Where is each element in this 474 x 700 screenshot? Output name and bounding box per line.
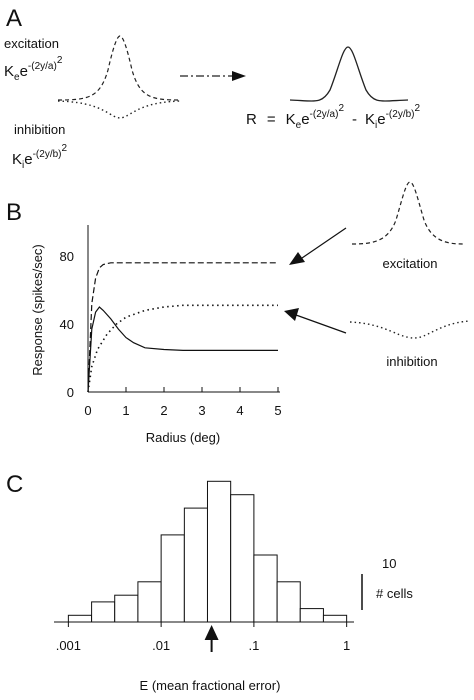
panel-b-series-inhibition xyxy=(87,304,278,393)
histogram-bar xyxy=(114,594,139,623)
panel-b-y-tick-label: 80 xyxy=(60,249,74,264)
panel-b-y-tick-label: 0 xyxy=(67,385,74,400)
histogram-bar xyxy=(137,581,162,623)
panel-a-inhibition-curve xyxy=(57,100,181,119)
panel-b-inhibition-inset-label: inhibition xyxy=(386,354,437,369)
histogram-bar xyxy=(91,601,116,623)
panel-c-scalebar-value: 10 xyxy=(382,556,396,571)
panel-b-x-tick-label: 1 xyxy=(122,403,129,418)
panel-c-histogram: E (mean fractional error) .001 .01 .1 1 xyxy=(54,480,354,693)
panel-c-marker-arrow xyxy=(204,625,219,640)
panel-c-letter: C xyxy=(6,471,23,498)
panel-b-excitation-inset-label: excitation xyxy=(383,256,438,271)
panel-c-x-tick-label: .01 xyxy=(152,638,170,653)
panel-b-x-tick-label: 0 xyxy=(84,403,91,418)
panel-a-excitation-curve xyxy=(57,35,181,101)
histogram-bar xyxy=(183,507,208,623)
histogram-bar xyxy=(322,614,348,623)
panel-a-excitation-formula: Kee-(2y/a)2 xyxy=(4,55,63,83)
panel-c-x-tick-label: .1 xyxy=(248,638,259,653)
histogram-bar xyxy=(299,608,324,623)
panel-b-inhibition-inset-curve xyxy=(349,320,471,339)
panel-b-x-axis-label: Radius (deg) xyxy=(146,430,220,445)
histogram-bar xyxy=(276,581,301,623)
panel-b-x-tick-label: 3 xyxy=(198,403,205,418)
panel-a-letter: A xyxy=(6,5,22,32)
panel-c-x-tick-label: 1 xyxy=(343,638,350,653)
panel-b-x-tick-label: 5 xyxy=(274,403,281,418)
panel-b-inhibition-arrow xyxy=(295,314,347,334)
panel-c-x-tick-label: .001 xyxy=(56,638,81,653)
panel-a-result-curve xyxy=(289,46,409,102)
panel-b-excitation-arrowhead xyxy=(289,252,305,265)
panel-b-y-tick-label: 40 xyxy=(60,317,74,332)
panel-b-y-axis-label: Response (spikes/sec) xyxy=(30,244,45,376)
panel-b-excitation-arrow xyxy=(301,227,347,259)
panel-a-excitation-label: excitation xyxy=(4,36,59,51)
panel-a-inhibition-label: inhibition xyxy=(14,122,65,137)
panel-b-x-tick-label: 2 xyxy=(160,403,167,418)
histogram-bar xyxy=(160,534,185,623)
panel-a-inhibition-formula: Kie-(2y/b)2 xyxy=(12,143,68,171)
panel-b-letter: B xyxy=(6,199,22,226)
panel-b-series-response xyxy=(87,306,278,393)
panel-a-arrow-head xyxy=(232,71,246,81)
histogram-bar xyxy=(206,480,232,623)
histogram-bar xyxy=(253,554,278,623)
panel-b-line-chart: Response (spikes/sec) Radius (deg) 0 1 2 3 4… xyxy=(30,225,282,445)
panel-b-series-excitation xyxy=(87,262,278,393)
panel-a-result-equation: R = Kee-(2y/a)2- Kie-(2y/b)2 xyxy=(246,103,421,131)
panel-b-inhibition-arrowhead xyxy=(284,308,299,321)
histogram-bar xyxy=(67,614,93,623)
panel-b-x-tick-label: 4 xyxy=(236,403,243,418)
panel-c-x-axis-label: E (mean fractional error) xyxy=(140,678,281,693)
panel-c-scalebar-unit: # cells xyxy=(376,586,413,601)
histogram-bar xyxy=(230,494,255,623)
panel-b-excitation-inset-curve xyxy=(351,181,465,245)
